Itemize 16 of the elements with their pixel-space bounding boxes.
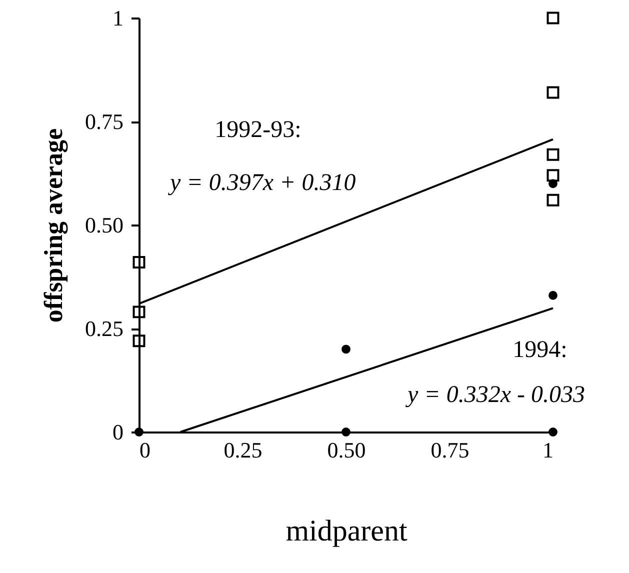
- y-tick-label: 0.75: [85, 109, 124, 134]
- y-axis-title: offspring average: [39, 128, 68, 323]
- x-tick-label: 1: [542, 438, 554, 462]
- y-tick-label: 0: [112, 420, 124, 444]
- x-tick-label: 0.25: [224, 438, 262, 462]
- annotation: y = 0.397x + 0.310: [168, 170, 356, 196]
- x-axis-title: midparent: [286, 514, 408, 548]
- y-tick-label: 0.50: [85, 212, 124, 238]
- x-tick-label: 0.75: [430, 438, 470, 462]
- annotation: 1992-93:: [214, 117, 302, 143]
- annotation: 1994:: [512, 337, 568, 363]
- x-tick-label: 0.50: [327, 438, 366, 462]
- y-tick-label: 1: [112, 6, 124, 30]
- y-tick-label: 0.25: [85, 316, 124, 341]
- x-tick-label: 0: [140, 438, 150, 462]
- annotation: y = 0.332x - 0.033: [406, 382, 585, 408]
